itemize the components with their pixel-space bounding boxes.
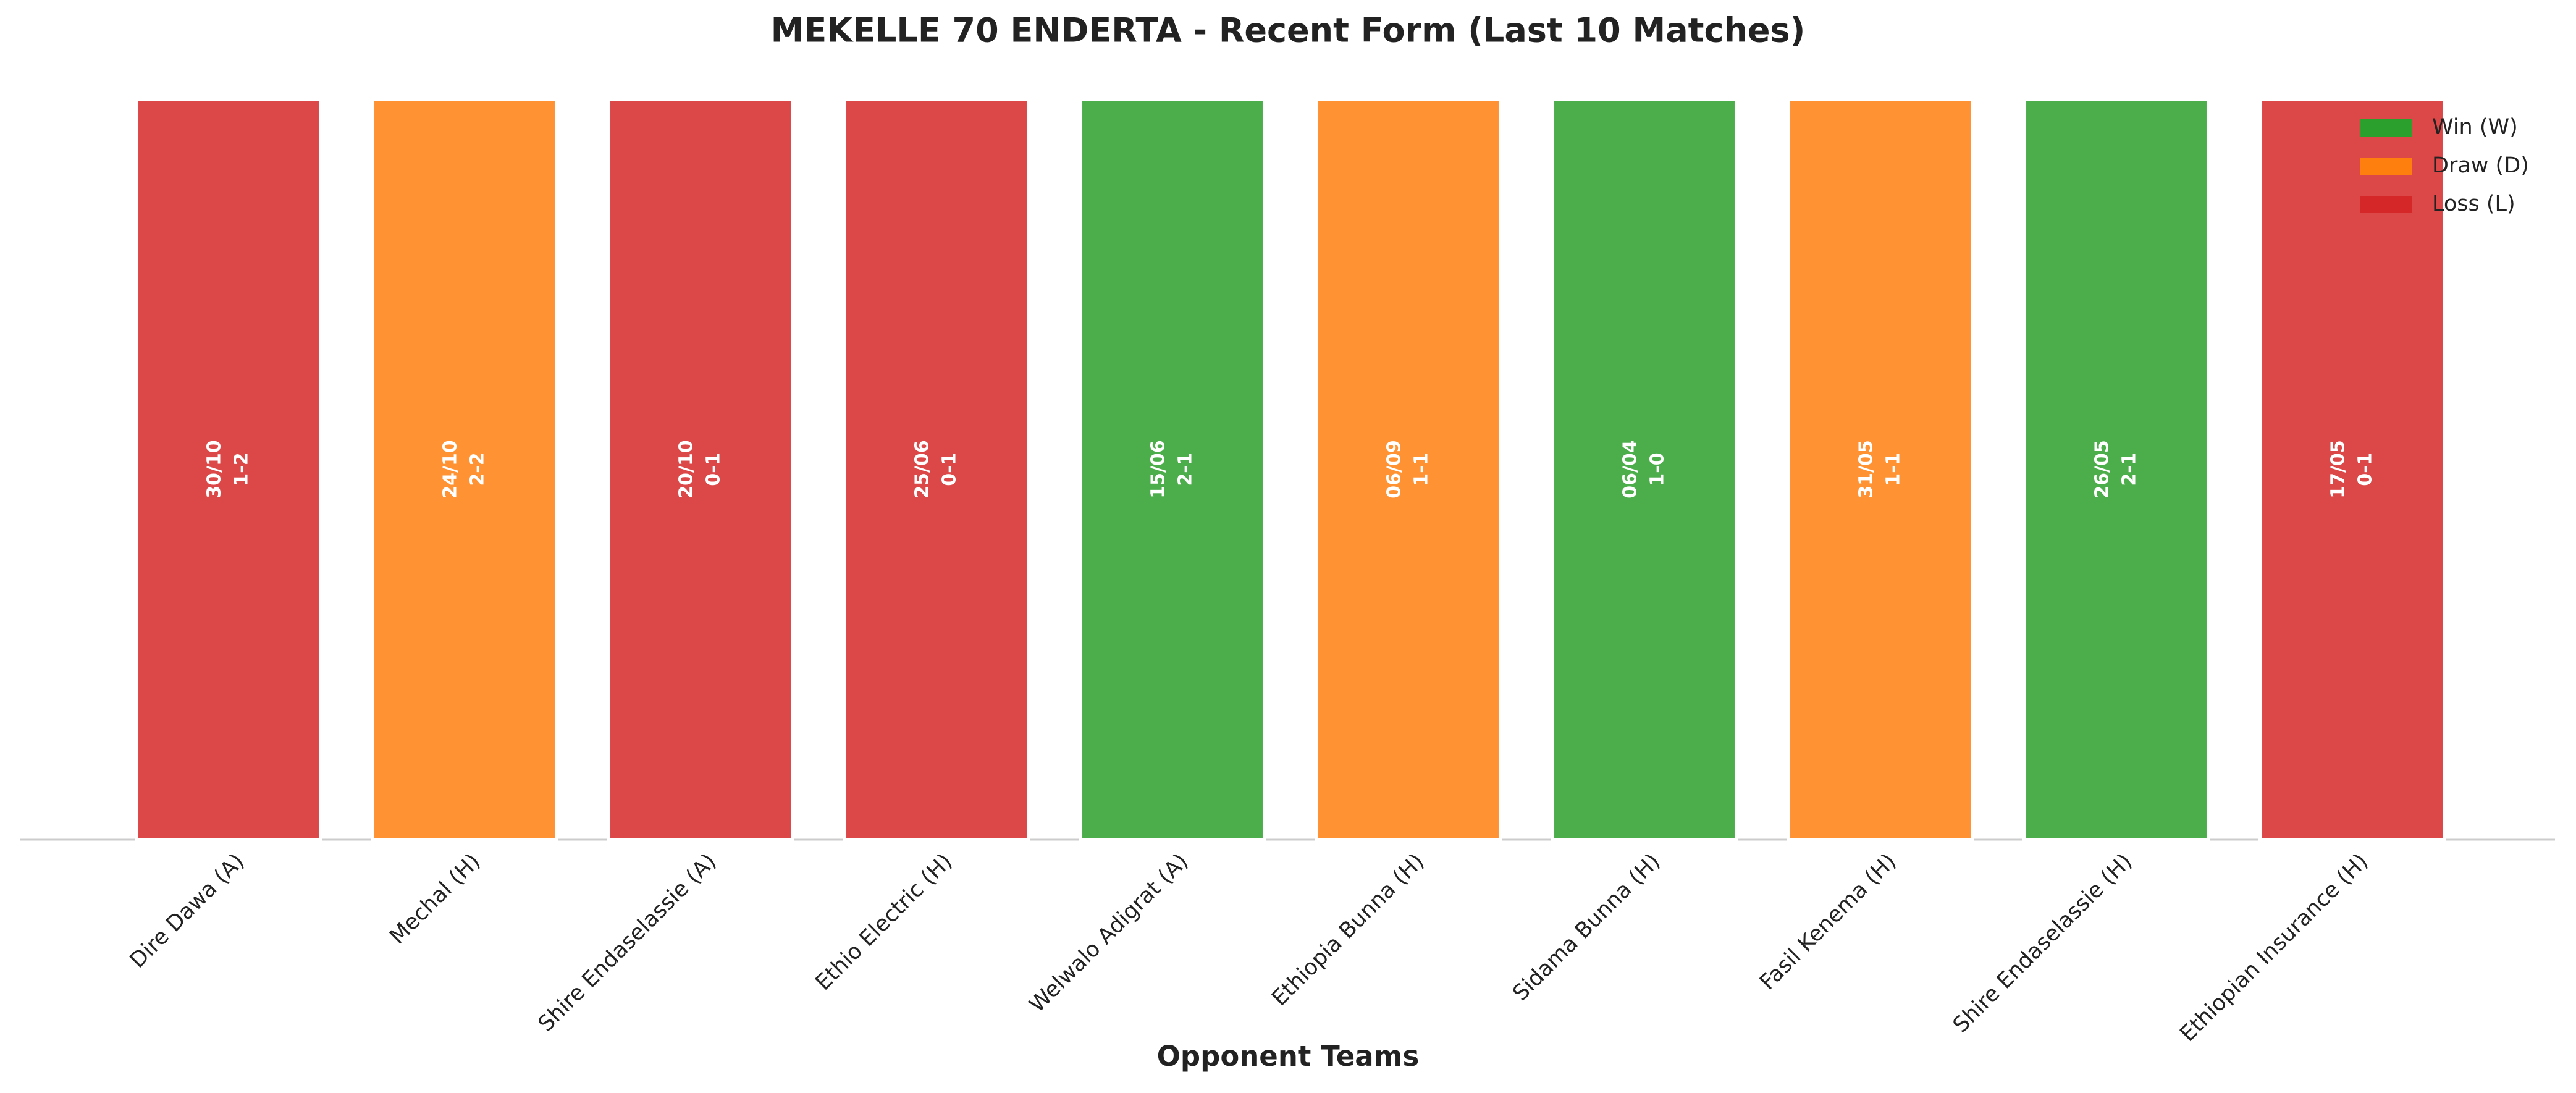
bar [2258, 97, 2446, 842]
bar-label: 1-0 [1647, 452, 1669, 486]
x-tick-label: Shire Endaselassie (H) [1948, 849, 2137, 1037]
x-tick-label: Mechal (H) [385, 849, 485, 949]
bar-label: 20/10 [676, 440, 697, 498]
bar-label: 2-2 [467, 452, 489, 486]
bar [843, 97, 1030, 842]
legend-swatch [2360, 119, 2412, 137]
bar-label: 1-1 [1411, 452, 1433, 486]
bar-label: 06/09 [1384, 440, 1405, 498]
bar [135, 97, 322, 842]
bar-label: 25/06 [912, 440, 933, 498]
legend-label: Draw (D) [2432, 153, 2529, 178]
x-axis-label: Opponent Teams [1157, 1040, 1420, 1073]
bar-label: 15/06 [1148, 440, 1169, 498]
chart-title: MEKELLE 70 ENDERTA - Recent Form (Last 1… [771, 11, 1806, 50]
x-tick-label: Ethio Electric (H) [811, 849, 958, 995]
bar-label: 2-1 [2119, 452, 2140, 486]
bar-label: 06/04 [1620, 440, 1641, 498]
x-tick-label: Welwalo Adigrat (A) [1025, 849, 1193, 1018]
x-tick-label: Sidama Bunna (H) [1509, 849, 1665, 1006]
bar-label: 1-2 [231, 452, 253, 486]
bar [1079, 97, 1266, 842]
bar-label: 0-1 [703, 452, 725, 486]
bar-label: 31/05 [1856, 440, 1877, 498]
bar-label: 1-1 [1883, 452, 1905, 486]
x-tick-label: Ethiopian Insurance (H) [2176, 849, 2373, 1047]
legend-swatch [2360, 196, 2412, 213]
bar [1551, 97, 1738, 842]
bar-label: 30/10 [204, 440, 225, 498]
legend-swatch [2360, 158, 2412, 175]
bar-label: 0-1 [939, 452, 961, 486]
bar [1315, 97, 1502, 842]
bar [1787, 97, 1974, 842]
bar [607, 97, 794, 842]
bar-label: 24/10 [440, 440, 461, 498]
x-tick-label: Dire Dawa (A) [125, 849, 250, 973]
x-tick-label: Fasil Kenema (H) [1755, 849, 1901, 995]
legend-label: Loss (L) [2432, 192, 2515, 216]
bar [371, 97, 558, 842]
legend-label: Win (W) [2432, 115, 2518, 140]
bar-label: 26/05 [2092, 440, 2113, 498]
x-tick-label: Shire Endaselassie (A) [534, 849, 722, 1037]
bar-label: 0-1 [2355, 452, 2376, 486]
bar-label: 2-1 [1175, 452, 1197, 486]
bar-label: 17/05 [2328, 440, 2349, 498]
bar [2022, 97, 2210, 842]
x-tick-label: Ethiopia Bunna (H) [1267, 849, 1429, 1011]
